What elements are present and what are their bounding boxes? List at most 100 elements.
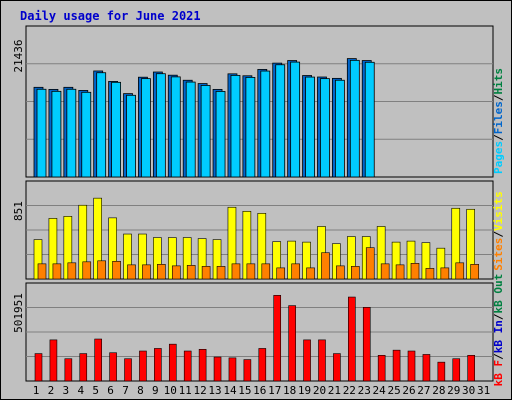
bar-files-day-8 [141, 78, 151, 178]
x-tick-label-20: 20 [313, 384, 326, 397]
bar-kbytes-day-13 [213, 356, 222, 382]
bar-sites-day-28 [440, 267, 450, 280]
bar-sites-day-23 [365, 247, 375, 280]
bar-files-day-19 [305, 76, 315, 178]
x-tick-label-24: 24 [373, 384, 387, 397]
x-tick-label-13: 13 [208, 384, 221, 397]
bar-kbytes-day-27 [422, 354, 431, 382]
bar-sites-day-5 [97, 260, 106, 280]
side-legend-bottom: kB F/kB In/kB Out [492, 274, 505, 387]
bar-files-day-5 [96, 72, 107, 178]
bar-kbytes-day-28 [437, 361, 446, 382]
x-tick-label-10: 10 [164, 384, 177, 397]
bar-files-day-12 [200, 85, 211, 178]
bar-sites-day-13 [216, 266, 226, 280]
side-legend-top-part: / [492, 94, 505, 101]
bar-sites-day-6 [112, 261, 121, 280]
bar-kbytes-day-23 [362, 307, 371, 382]
side-legend-bottom-part: / [492, 353, 505, 360]
bar-sites-day-7 [127, 264, 136, 280]
bar-sites-day-8 [142, 264, 151, 280]
x-tick-label-2: 2 [48, 384, 55, 397]
bar-files-day-22 [349, 59, 360, 178]
x-tick-label-29: 29 [447, 384, 460, 397]
bar-kbytes-day-11 [183, 350, 192, 382]
bar-kbytes-day-3 [64, 358, 73, 382]
bar-files-day-9 [155, 73, 166, 178]
x-tick-label-11: 11 [179, 384, 192, 397]
x-tick-label-3: 3 [63, 384, 70, 397]
bar-files-day-2 [51, 90, 62, 178]
bar-sites-day-16 [261, 263, 271, 280]
bar-files-day-3 [66, 88, 77, 178]
bar-files-day-18 [290, 61, 301, 178]
x-tick-label-1: 1 [33, 384, 40, 397]
side-legend-top-part: Files [492, 101, 505, 134]
bar-files-day-20 [320, 78, 330, 178]
bar-sites-day-1 [37, 263, 47, 280]
bar-files-day-11 [185, 81, 196, 178]
bar-sites-day-30 [470, 264, 479, 280]
side-legend-top-part: Hits [492, 68, 505, 95]
side-legend-bottom-part: kB F [492, 360, 505, 387]
bar-files-day-17 [275, 64, 286, 178]
x-tick-label-14: 14 [223, 384, 237, 397]
bar-sites-day-3 [67, 262, 77, 280]
panel-bottom-max-label: 501951 [12, 293, 25, 333]
x-tick-label-7: 7 [122, 384, 129, 397]
bar-files-day-10 [170, 76, 181, 178]
bar-kbytes-day-14 [228, 357, 237, 382]
bar-sites-day-4 [82, 261, 92, 280]
x-tick-label-4: 4 [77, 384, 84, 397]
bar-files-day-16 [260, 70, 271, 178]
x-tick-label-9: 9 [152, 384, 159, 397]
x-tick-label-18: 18 [283, 384, 296, 397]
panel-middle-max-label: 851 [12, 201, 25, 221]
x-tick-label-28: 28 [432, 384, 445, 397]
side-legend-bottom-part: kB In [492, 320, 505, 353]
x-tick-label-17: 17 [268, 384, 281, 397]
panel-top: 21436 [12, 25, 494, 178]
x-tick-label-25: 25 [387, 384, 400, 397]
bar-kbytes-day-26 [407, 350, 416, 382]
bar-files-day-21 [335, 79, 345, 178]
x-tick-label-21: 21 [328, 384, 341, 397]
side-legend-bottom-part: / [492, 313, 505, 320]
bar-kbytes-day-16 [258, 348, 267, 382]
x-tick-label-8: 8 [137, 384, 144, 397]
bar-sites-day-11 [186, 265, 196, 280]
bar-sites-day-10 [171, 265, 181, 280]
x-tick-label-26: 26 [402, 384, 415, 397]
bar-kbytes-day-2 [49, 339, 58, 382]
x-tick-label-6: 6 [107, 384, 114, 397]
bar-kbytes-day-24 [377, 355, 386, 382]
bar-sites-day-9 [157, 264, 166, 280]
bar-sites-day-20 [321, 252, 330, 280]
x-tick-label-22: 22 [343, 384, 356, 397]
bar-sites-day-26 [410, 263, 420, 280]
bar-kbytes-day-29 [452, 358, 461, 382]
side-legend-top-part: Pages [492, 141, 505, 174]
chart-title: Daily usage for June 2021 [20, 9, 201, 23]
bar-files-day-13 [215, 91, 226, 178]
bar-sites-day-22 [351, 266, 360, 280]
panel-bottom: 501951 [12, 282, 494, 382]
bar-kbytes-day-9 [154, 348, 162, 382]
panel-top-max-label: 21436 [12, 39, 25, 72]
x-tick-label-19: 19 [298, 384, 311, 397]
side-legend-middle: Sites/Visits [492, 191, 505, 271]
side-legend-middle-part: Visits [492, 191, 505, 231]
x-tick-label-23: 23 [358, 384, 371, 397]
bar-files-day-1 [36, 88, 47, 178]
bar-kbytes-day-22 [348, 296, 356, 382]
bar-kbytes-day-21 [333, 353, 341, 382]
bar-sites-day-21 [336, 265, 345, 280]
bar-kbytes-day-15 [243, 359, 252, 382]
bar-kbytes-day-7 [124, 358, 132, 382]
bar-kbytes-day-17 [273, 295, 282, 382]
bar-files-day-15 [245, 76, 256, 178]
bar-kbytes-day-25 [392, 349, 401, 382]
bar-files-day-14 [230, 74, 241, 178]
